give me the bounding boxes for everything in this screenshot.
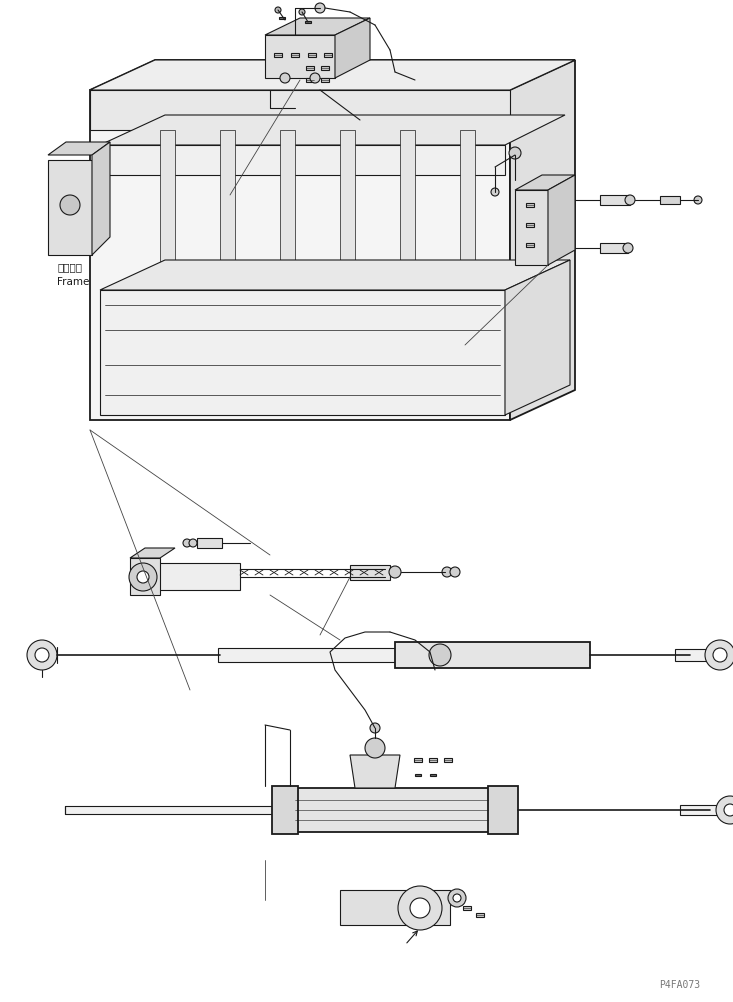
Circle shape — [448, 889, 466, 907]
Circle shape — [450, 567, 460, 577]
Polygon shape — [48, 160, 92, 255]
Polygon shape — [505, 260, 570, 415]
Circle shape — [275, 7, 281, 13]
Polygon shape — [130, 548, 175, 558]
Polygon shape — [48, 142, 110, 155]
Polygon shape — [280, 130, 295, 290]
Polygon shape — [430, 774, 436, 776]
Polygon shape — [526, 243, 534, 247]
Circle shape — [410, 898, 430, 918]
Circle shape — [491, 188, 499, 196]
Polygon shape — [274, 53, 282, 57]
Polygon shape — [160, 130, 175, 290]
Polygon shape — [65, 806, 300, 814]
Polygon shape — [548, 175, 575, 265]
Circle shape — [623, 243, 633, 253]
Polygon shape — [100, 115, 565, 145]
Polygon shape — [306, 78, 314, 82]
Polygon shape — [340, 890, 450, 925]
Polygon shape — [324, 53, 332, 57]
Polygon shape — [90, 60, 575, 90]
Polygon shape — [220, 130, 235, 290]
Polygon shape — [600, 243, 628, 253]
Polygon shape — [510, 60, 575, 420]
Polygon shape — [488, 786, 518, 834]
Polygon shape — [305, 21, 311, 23]
Polygon shape — [460, 130, 475, 290]
Polygon shape — [306, 66, 314, 70]
Circle shape — [183, 539, 191, 547]
Circle shape — [137, 571, 149, 583]
Polygon shape — [600, 195, 630, 205]
Circle shape — [365, 738, 385, 758]
Circle shape — [27, 640, 57, 670]
Polygon shape — [660, 196, 680, 204]
Polygon shape — [476, 913, 484, 917]
Polygon shape — [680, 805, 720, 815]
Polygon shape — [100, 290, 505, 415]
Text: P4FA073: P4FA073 — [659, 980, 700, 990]
Circle shape — [716, 796, 733, 824]
Polygon shape — [415, 774, 421, 776]
Circle shape — [389, 566, 401, 578]
Polygon shape — [100, 260, 570, 290]
Polygon shape — [90, 90, 510, 420]
Circle shape — [189, 539, 197, 547]
Polygon shape — [290, 788, 490, 832]
Polygon shape — [515, 190, 548, 265]
Polygon shape — [675, 649, 710, 661]
Polygon shape — [340, 130, 355, 290]
Text: フレーム: フレーム — [57, 262, 82, 272]
Polygon shape — [265, 35, 335, 78]
Circle shape — [625, 195, 635, 205]
Circle shape — [694, 196, 702, 204]
Polygon shape — [335, 18, 370, 78]
Polygon shape — [218, 648, 445, 662]
Polygon shape — [272, 786, 298, 834]
Circle shape — [705, 640, 733, 670]
Polygon shape — [90, 60, 575, 90]
Circle shape — [509, 147, 521, 159]
Polygon shape — [350, 755, 400, 788]
Polygon shape — [350, 565, 390, 580]
Circle shape — [60, 195, 80, 215]
Polygon shape — [155, 563, 240, 590]
Circle shape — [315, 3, 325, 13]
Polygon shape — [291, 53, 299, 57]
Circle shape — [299, 9, 305, 15]
Polygon shape — [130, 558, 160, 595]
Polygon shape — [400, 130, 415, 290]
Circle shape — [713, 648, 727, 662]
Circle shape — [35, 648, 49, 662]
Polygon shape — [526, 223, 534, 227]
Polygon shape — [308, 53, 316, 57]
Circle shape — [398, 886, 442, 930]
Circle shape — [453, 894, 461, 902]
Polygon shape — [321, 78, 329, 82]
Polygon shape — [100, 145, 505, 175]
Polygon shape — [414, 758, 422, 762]
Polygon shape — [463, 906, 471, 910]
Polygon shape — [395, 642, 590, 668]
Polygon shape — [515, 175, 575, 190]
Polygon shape — [279, 17, 285, 19]
Polygon shape — [90, 90, 510, 130]
Polygon shape — [197, 538, 222, 548]
Text: Frame: Frame — [57, 277, 89, 287]
Circle shape — [370, 723, 380, 733]
Polygon shape — [429, 758, 437, 762]
Circle shape — [310, 73, 320, 83]
Circle shape — [129, 563, 157, 591]
Circle shape — [280, 73, 290, 83]
Polygon shape — [265, 18, 370, 35]
Polygon shape — [444, 758, 452, 762]
Circle shape — [724, 804, 733, 816]
Polygon shape — [92, 142, 110, 255]
Polygon shape — [526, 203, 534, 207]
Circle shape — [442, 567, 452, 577]
Circle shape — [429, 644, 451, 666]
Polygon shape — [321, 66, 329, 70]
